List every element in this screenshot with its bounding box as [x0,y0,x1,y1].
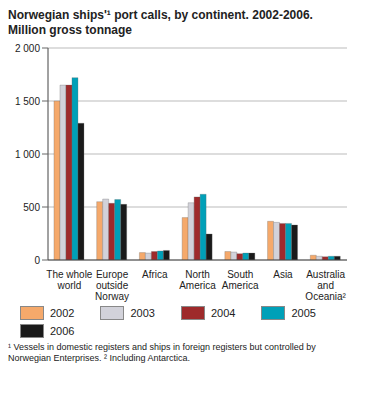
html-text:2005: 2005 [291,307,316,319]
svg-text:0: 0 [34,255,40,266]
svg-text:Africa: Africa [142,269,168,280]
svg-text:1 500: 1 500 [15,96,40,107]
html-text:2003: 2003 [130,307,155,319]
html-text:2002: 2002 [50,307,75,319]
svg-text:2 000: 2 000 [15,43,40,54]
svg-text:500: 500 [23,202,40,213]
svg-text:SouthAmerica: SouthAmerica [222,269,259,291]
html-text:Norwegian ships'¹ port calls,: Norwegian ships'¹ port calls, by contine… [8,8,313,22]
svg-text:Asia: Asia [273,269,293,280]
html-text:2004: 2004 [211,307,236,319]
svg-text:NorthAmerica: NorthAmerica [179,269,216,291]
html-text:¹ Vessels in domestic register: ¹ Vessels in domestic registers and ship… [8,342,316,363]
html-text:2006: 2006 [50,325,75,337]
svg-text:EuropeoutsideNorway: EuropeoutsideNorway [95,269,129,302]
svg-text:AustraliaandOceania²: AustraliaandOceania² [305,269,346,302]
html-text:Million gross tonnage: Million gross tonnage [8,23,132,37]
svg-text:The wholeworld: The wholeworld [46,269,93,291]
svg-text:1 000: 1 000 [15,149,40,160]
